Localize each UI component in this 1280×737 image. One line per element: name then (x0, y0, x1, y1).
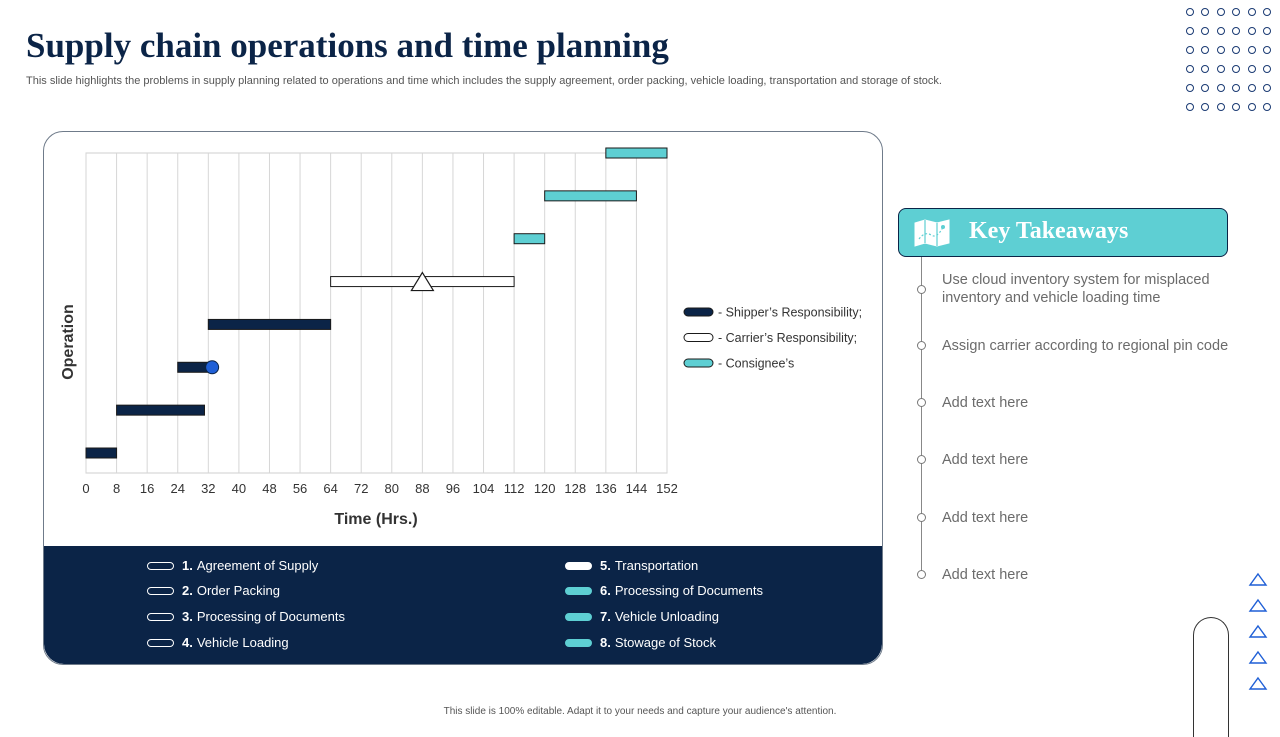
x-tick-label: 144 (626, 481, 648, 496)
key-takeaways-title: Key Takeaways (969, 218, 1129, 244)
x-tick-label: 0 (82, 481, 89, 496)
operation-item: 8. Stowage of Stock (565, 635, 716, 650)
chart-panel: 0 8 16 24 32 40 48 56 64 72 80 88 96 104 112 120 128 136 1… (43, 131, 883, 665)
operation-label: Processing of Documents (614, 583, 763, 598)
bullet-dot (917, 570, 926, 579)
page-title: Supply chain operations and time plannin… (26, 26, 669, 65)
operation-swatch (565, 586, 592, 595)
operation-item: 1. Agreement of Supply (147, 558, 318, 573)
takeaway-text: Add text here (942, 452, 1029, 468)
dot-grid-decoration (1186, 8, 1280, 116)
x-tick-label: 80 (385, 481, 399, 496)
legend-swatch (683, 333, 714, 342)
x-tick-label: 24 (171, 481, 185, 496)
operation-number: 3. (182, 609, 193, 624)
operation-swatch (147, 612, 174, 621)
operation-item: 3. Processing of Documents (147, 609, 345, 624)
x-tick-label: 112 (504, 481, 525, 496)
bullet-dot (917, 513, 926, 522)
operation-item: 2. Order Packing (147, 583, 280, 598)
operation-number: 5. (600, 558, 611, 573)
operation-number: 7. (600, 609, 611, 624)
legend-label: - Shipper’s Responsibility; (718, 306, 862, 320)
takeaways-timeline (921, 257, 922, 577)
gantt-bar (116, 404, 205, 416)
triangle-decoration (1248, 572, 1268, 690)
gantt-bar (605, 147, 668, 159)
gantt-bar (85, 447, 118, 459)
operation-label: Processing of Documents (196, 609, 345, 624)
legend-swatch (683, 358, 714, 368)
operation-number: 1. (182, 558, 193, 573)
operations-legend: 1. Agreement of Supply 2. Order Packing … (44, 546, 882, 664)
footer-note: This slide is 100% editable. Adapt it to… (443, 706, 837, 717)
takeaway-text: Use cloud inventory system for misplaced… (942, 272, 1210, 306)
key-takeaways-header: Key Takeaways (898, 208, 1228, 257)
x-tick-label: 40 (232, 481, 246, 496)
x-tick-label: 56 (293, 481, 307, 496)
legend-label: - Carrier’s Responsibility; (718, 331, 857, 345)
takeaway-text: Add text here (942, 395, 1029, 411)
operation-label: Agreement of Supply (196, 558, 319, 573)
operation-label: Vehicle Unloading (614, 609, 719, 624)
page-subtitle: This slide highlights the problems in su… (26, 75, 942, 87)
bullet-dot (917, 341, 926, 350)
legend-label: - Consignee’s (718, 357, 794, 371)
gantt-bar (544, 190, 637, 202)
x-tick-label: 96 (446, 481, 460, 496)
operation-swatch (565, 638, 592, 647)
operation-label: Vehicle Loading (196, 635, 289, 650)
operation-number: 6. (600, 583, 611, 598)
x-tick-label: 72 (354, 481, 368, 496)
operation-number: 2. (182, 583, 193, 598)
bullet-dot (917, 398, 926, 407)
takeaway-text: Add text here (942, 510, 1029, 526)
milestone-circle (205, 360, 220, 375)
map-icon (914, 219, 950, 247)
x-tick-label: 120 (534, 481, 556, 496)
operation-swatch (147, 561, 174, 570)
legend-swatch (683, 307, 714, 317)
x-tick-label: 32 (201, 481, 215, 496)
arch-decoration (1193, 617, 1229, 737)
x-tick-label: 48 (262, 481, 276, 496)
x-tick-label: 64 (323, 481, 337, 496)
x-tick-label: 152 (656, 481, 678, 496)
operation-swatch (565, 612, 592, 621)
gantt-bar (207, 318, 332, 330)
operation-label: Order Packing (196, 583, 280, 598)
operation-number: 8. (600, 635, 611, 650)
operation-label: Stowage of Stock (614, 635, 717, 650)
gantt-chart: 0 8 16 24 32 40 48 56 64 72 80 88 96 104 112 120 128 136 1… (60, 147, 862, 528)
x-tick-label: 136 (595, 481, 617, 496)
x-tick-label: 8 (113, 481, 120, 496)
operation-label: Transportation (614, 558, 699, 573)
operation-item: 4. Vehicle Loading (147, 635, 289, 650)
x-tick-label: 88 (415, 481, 429, 496)
x-tick-label: 104 (473, 481, 495, 496)
takeaway-text: Assign carrier according to regional pin… (942, 338, 1229, 354)
operation-item: 5. Transportation (565, 558, 698, 573)
milestone-triangle (410, 271, 435, 292)
gantt-bar (513, 233, 546, 245)
x-tick-label: 16 (140, 481, 154, 496)
operation-item: 6. Processing of Documents (565, 583, 763, 598)
operation-item: 7. Vehicle Unloading (565, 609, 719, 624)
bullet-dot (917, 455, 926, 464)
operation-swatch (147, 586, 174, 595)
x-tick-label: 128 (564, 481, 586, 496)
operation-swatch (147, 638, 174, 647)
operation-number: 4. (182, 635, 193, 650)
bullet-dot (917, 285, 926, 294)
x-axis-label: Time (Hrs.) (334, 511, 417, 528)
operation-swatch (565, 561, 592, 570)
y-axis-label: Operation (60, 304, 77, 380)
takeaway-text: Add text here (942, 567, 1029, 583)
